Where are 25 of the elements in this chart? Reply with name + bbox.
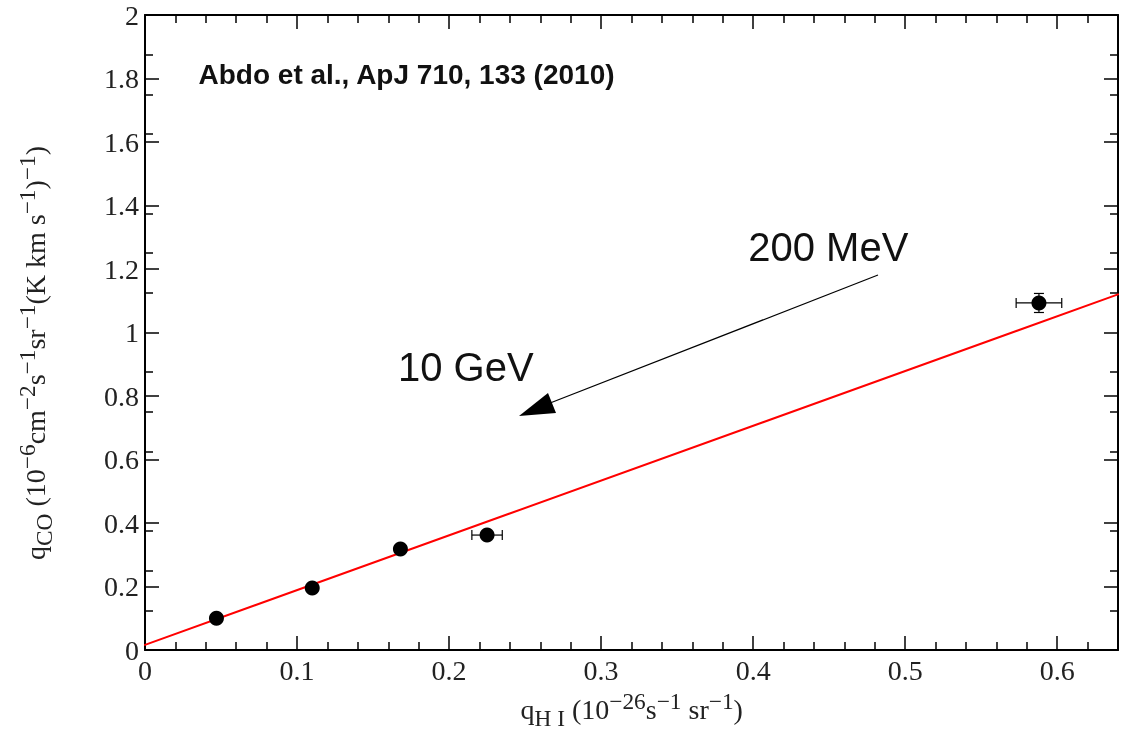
x-tick-label: 0.2	[431, 654, 467, 686]
x-tick-label: 0.1	[279, 654, 315, 686]
x-tick-label: 0.5	[887, 654, 923, 686]
point	[304, 580, 320, 596]
y-tick-label: 1.8	[104, 63, 139, 94]
x-tick-label: 0.3	[583, 654, 619, 686]
y-tick-label: 1.6	[104, 126, 139, 158]
annotation: 200 MeV	[748, 224, 909, 270]
annotation: Abdo et al., ApJ 710, 133 (2010)	[198, 59, 615, 92]
y-tick-label: 0.6	[104, 444, 139, 475]
point	[479, 527, 495, 543]
y-tick-label: 0	[125, 634, 139, 666]
point	[208, 610, 224, 626]
annotation: 10 GeV	[397, 345, 534, 391]
x-tick-label: 0.6	[1039, 654, 1075, 686]
y-tick-label: 0.4	[104, 507, 139, 539]
y-tick-label: 1.2	[104, 253, 139, 285]
y-tick-label: 0.8	[104, 380, 139, 412]
y-tick-label: 0.2	[104, 571, 139, 602]
point	[392, 541, 408, 557]
x-tick-label: 0.4	[735, 654, 771, 686]
y-tick-label: 2	[125, 0, 139, 31]
y-tick-label: 1.4	[104, 190, 139, 221]
text: q$_{H I}$ (10$^{−26}$s$^{−1}$ sr$^{−1}$)	[520, 688, 743, 731]
y-tick-label: 1	[125, 317, 139, 348]
